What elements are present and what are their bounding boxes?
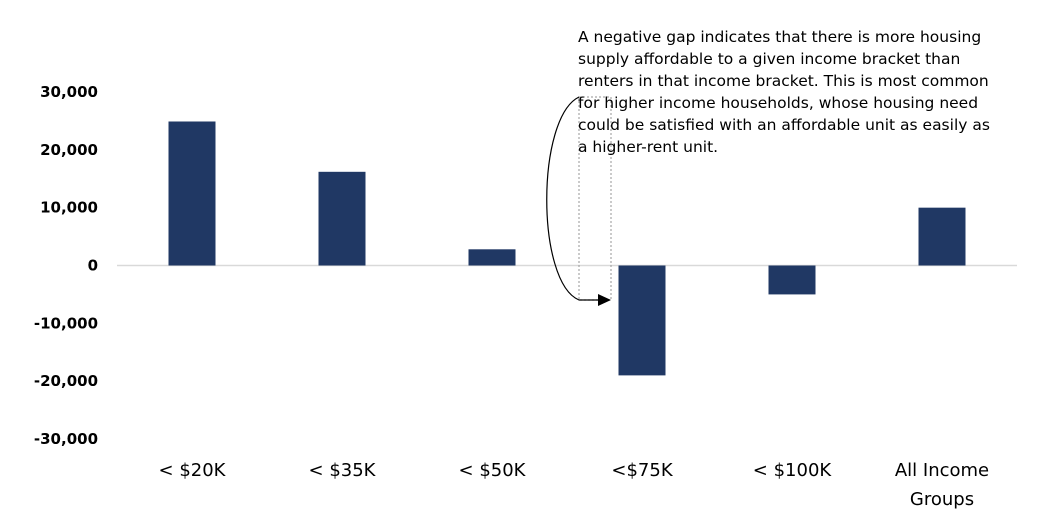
y-tick-label: 30,000 (40, 83, 98, 101)
x-tick-label: < $35K (309, 460, 377, 481)
callout-bracket-arrow (546, 96, 600, 301)
y-tick-label: -30,000 (34, 430, 98, 448)
callout-dotted-box (578, 96, 612, 301)
y-tick-label: 10,000 (40, 199, 98, 217)
x-tick-label: < $20K (159, 460, 227, 481)
bar-4 (768, 265, 816, 295)
x-axis-ticks: < $20K < $35K < $50K <$75K < $100K All Income… (159, 460, 990, 510)
bar-3 (618, 265, 666, 376)
x-tick-label: All Income Groups (895, 460, 989, 510)
y-tick-label: -10,000 (34, 314, 98, 332)
bars (168, 121, 966, 376)
bar-2 (468, 249, 516, 266)
bar-5 (918, 207, 966, 266)
x-tick-label: <$75K (611, 460, 673, 481)
x-tick-label: < $50K (459, 460, 527, 481)
y-tick-label: 0 (88, 257, 98, 275)
annotation-text: A negative gap indicates that there is m… (578, 28, 990, 156)
y-tick-label: 20,000 (40, 141, 98, 159)
bar-1 (318, 171, 366, 266)
y-axis-ticks: 30,000 20,000 10,000 0 -10,000 -20,000 -30,000 (34, 83, 98, 448)
bar-0 (168, 121, 216, 266)
arrowhead-icon (598, 294, 611, 306)
x-tick-label: < $100K (753, 460, 833, 481)
y-tick-label: -20,000 (34, 372, 98, 390)
annotation-callout (546, 96, 612, 306)
